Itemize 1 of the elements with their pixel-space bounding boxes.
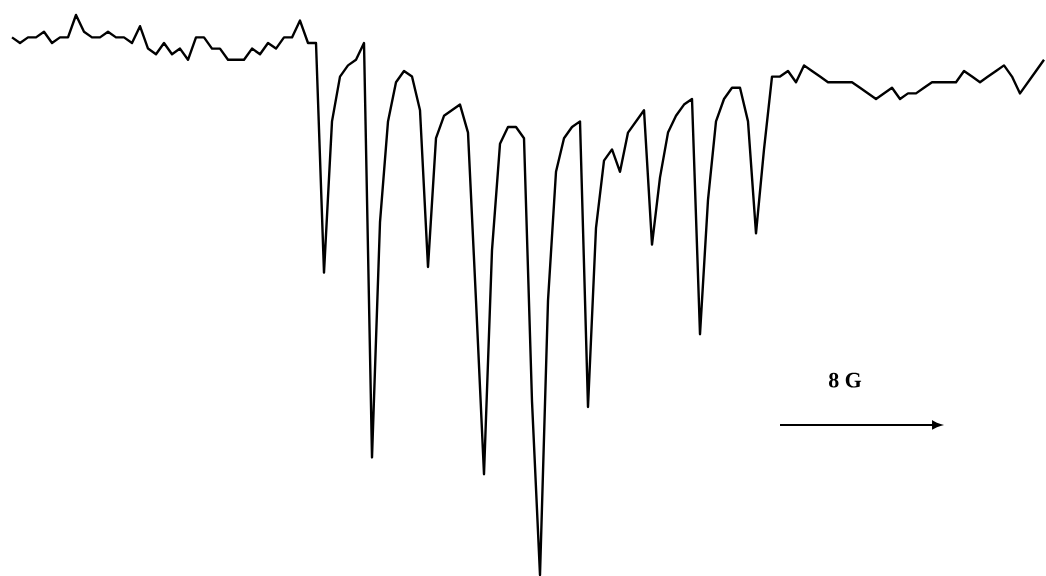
annotation: 8 G xyxy=(829,372,862,388)
